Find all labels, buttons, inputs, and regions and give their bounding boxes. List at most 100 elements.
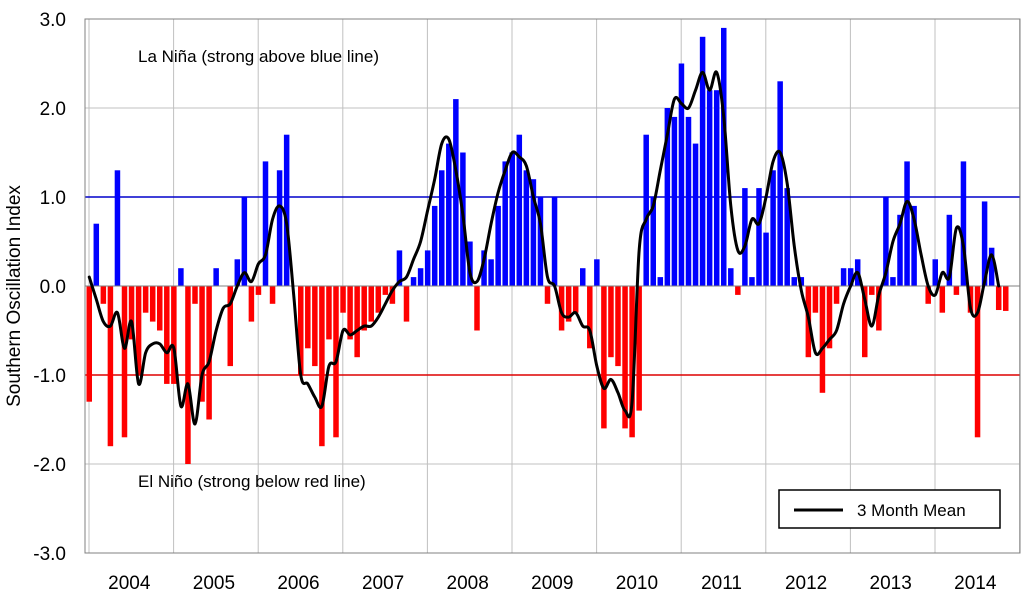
bar: [735, 286, 741, 295]
bar: [953, 286, 960, 295]
bar: [502, 161, 508, 286]
bar: [403, 286, 410, 322]
annotation-la-nina: La Niña (strong above blue line): [138, 47, 379, 66]
bar: [650, 197, 656, 286]
bar: [685, 116, 692, 287]
bar: [298, 286, 304, 375]
bar: [544, 286, 551, 304]
bar: [206, 286, 212, 420]
bar: [121, 286, 128, 438]
bar: [530, 179, 537, 286]
bar: [601, 286, 607, 429]
x-tick-label: 2013: [870, 573, 912, 594]
bar: [713, 90, 720, 286]
bar: [869, 286, 875, 295]
bar: [777, 81, 783, 286]
x-tick-label: 2011: [701, 573, 742, 594]
bar: [890, 277, 896, 286]
bar: [234, 259, 241, 286]
bar: [495, 205, 501, 286]
bar: [770, 170, 776, 286]
legend: 3 Month Mean: [778, 489, 1001, 529]
y-tick-label: 2.0: [40, 99, 66, 120]
x-tick-label: 2009: [531, 573, 573, 594]
bar: [580, 268, 586, 286]
mean-line: [87, 70, 1001, 426]
bar: [164, 286, 170, 384]
bar: [706, 90, 713, 286]
bar: [305, 286, 311, 349]
bar: [410, 277, 417, 286]
x-tick-label: 2004: [108, 573, 151, 594]
bar: [368, 286, 374, 322]
bar: [988, 247, 995, 286]
bar: [319, 286, 325, 447]
bar: [269, 286, 276, 304]
bar: [572, 286, 579, 313]
bar: [784, 188, 790, 286]
bar: [100, 286, 107, 304]
bar: [749, 277, 755, 286]
bar: [678, 63, 685, 286]
bar: [171, 286, 177, 384]
bar: [361, 286, 367, 331]
x-tick-label: 2008: [447, 573, 489, 594]
bar: [721, 27, 727, 287]
bar: [939, 286, 946, 313]
bar: [657, 277, 664, 286]
bar: [728, 268, 734, 286]
bar: [375, 286, 382, 313]
bar: [819, 286, 826, 393]
bar: [608, 286, 614, 358]
y-axis-label: Southern Oscillation Index: [4, 185, 25, 407]
bar-series: [86, 27, 1009, 464]
bar: [756, 188, 762, 286]
bar: [439, 170, 445, 286]
bar: [199, 286, 205, 402]
bar: [537, 197, 544, 286]
bar: [481, 250, 487, 286]
bar: [446, 143, 452, 286]
bar: [424, 250, 431, 286]
bar: [354, 286, 360, 358]
bar: [312, 286, 318, 367]
x-tick-label: 2005: [193, 573, 235, 594]
bar: [86, 286, 92, 402]
bar: [227, 286, 233, 367]
bar: [636, 286, 642, 411]
bar: [883, 197, 889, 286]
bar: [431, 205, 438, 286]
bar: [742, 188, 748, 286]
bar: [283, 134, 290, 286]
y-tick-labels: 3.0 2.0 1.0 0.0 -1.0 -2.0 -3.0: [33, 10, 66, 565]
bar: [932, 259, 938, 286]
bar: [946, 214, 953, 286]
bar: [876, 286, 882, 331]
bar: [791, 277, 797, 286]
y-tick-label: -3.0: [33, 544, 66, 565]
bar: [699, 36, 706, 286]
bar: [326, 286, 332, 340]
bar: [974, 286, 981, 438]
bar: [763, 232, 769, 286]
bar: [488, 259, 494, 286]
bar: [812, 286, 819, 313]
bar: [671, 116, 678, 287]
x-tick-labels: 2004 2005 2006 2007 2008 2009 2010 2011 2012 2013…: [108, 573, 997, 594]
bar: [551, 197, 558, 286]
x-tick-label: 2007: [362, 573, 404, 594]
bar: [904, 161, 910, 286]
bar: [798, 277, 805, 286]
bar: [135, 286, 142, 375]
bar: [192, 286, 198, 304]
bar: [340, 286, 346, 313]
bar: [396, 250, 403, 286]
bar: [276, 170, 283, 286]
bar: [1003, 286, 1009, 311]
y-tick-label: 1.0: [40, 188, 66, 209]
bar: [241, 197, 248, 286]
bar: [911, 205, 917, 286]
bar: [643, 134, 649, 286]
